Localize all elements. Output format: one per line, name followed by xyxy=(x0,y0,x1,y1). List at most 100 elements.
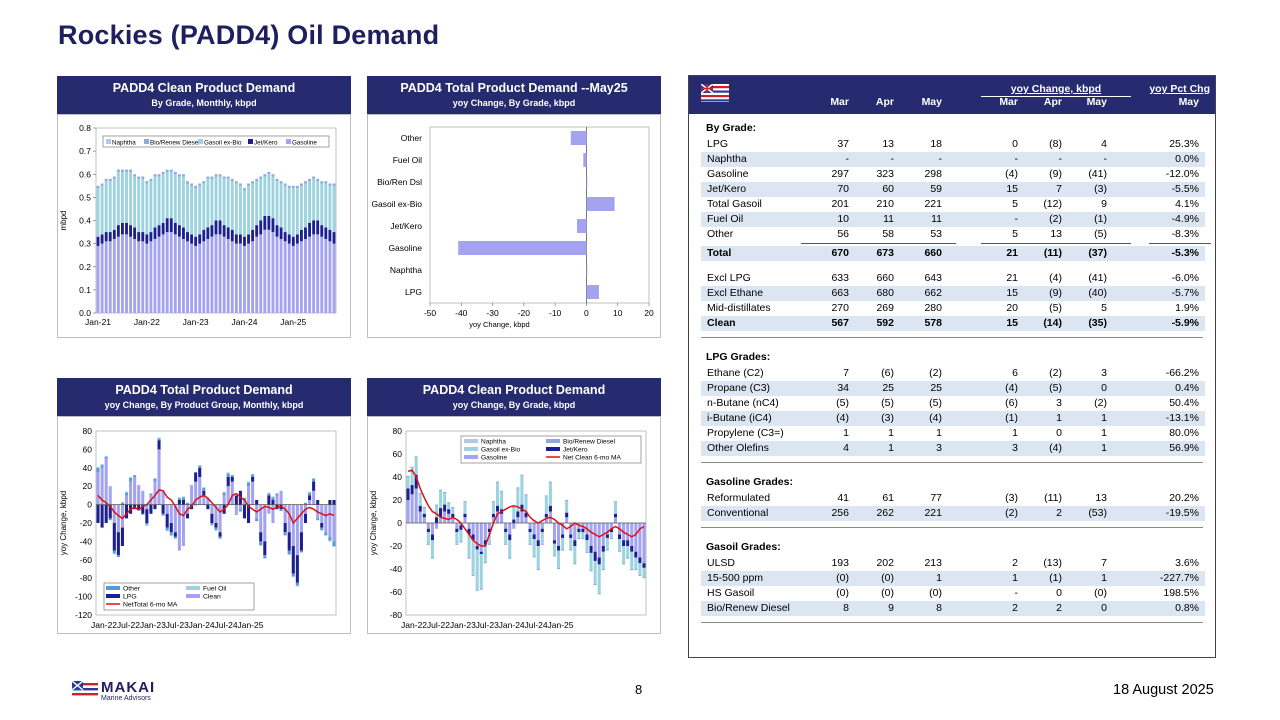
chart3-bar-clean xyxy=(259,504,263,533)
cell-value: 37 xyxy=(837,138,849,150)
chart1-bar-jet xyxy=(137,232,141,242)
chart1-bar-jet xyxy=(125,222,128,235)
cell-value: (6) xyxy=(1005,397,1018,409)
cell-value: 269 xyxy=(876,302,894,314)
chart1-ytick-label: 0.4 xyxy=(79,216,91,226)
chart3-ytick-label: -80 xyxy=(80,573,93,583)
chart4-bar-jet xyxy=(540,528,544,533)
cell-value: 0 xyxy=(1056,427,1062,439)
chart3-bar-lpg xyxy=(234,495,238,505)
cell-value: 70 xyxy=(837,183,849,195)
chart3-bar-lpg xyxy=(242,504,247,519)
cell-value: 60 xyxy=(882,183,894,195)
cell-value: 1 xyxy=(1056,412,1062,424)
chart1-bar-bio xyxy=(96,185,100,189)
cell-value: 210 xyxy=(876,198,894,210)
chart3-bar-clean xyxy=(181,504,185,546)
cell-value: (6) xyxy=(881,367,894,379)
chart3-bar-lpg xyxy=(328,500,332,505)
chart1-bar-gasoil xyxy=(108,181,112,233)
cell-value: (40) xyxy=(1088,287,1107,299)
cell-value: 21 xyxy=(1006,272,1018,284)
chart4-bar-gasoline xyxy=(593,523,597,552)
chart3-bar-fueloil xyxy=(295,585,299,587)
chart4-bar-bio xyxy=(451,506,455,509)
chart4-bar-jet xyxy=(443,504,447,512)
cell-value: 8 xyxy=(843,602,849,614)
chart1-bar-jet xyxy=(304,227,307,239)
chart4-bar-bio xyxy=(475,589,479,591)
chart1-bar-gasoil xyxy=(271,176,275,219)
chart1-ylabel: mbpd xyxy=(59,210,68,230)
row-label: Fuel Oil xyxy=(707,213,744,225)
chart4-bar-jet xyxy=(520,504,524,512)
chart3-bar-clean xyxy=(100,467,104,505)
chart4-bar-jet xyxy=(434,517,439,523)
chart4-bar-gasoline xyxy=(573,523,577,541)
chart4-bar-bio xyxy=(536,569,540,571)
cell-value: 323 xyxy=(876,168,894,180)
chart4-bar-gasoil xyxy=(577,532,581,538)
chart1-bar-jet xyxy=(210,225,214,237)
cell-value: 56 xyxy=(837,228,849,240)
chart3-bar-other xyxy=(332,541,336,546)
chart3-ytick-label: -100 xyxy=(75,592,92,602)
cell-value: -5.3% xyxy=(1171,247,1199,259)
chart3-legend-swatch xyxy=(186,586,200,590)
chart1-bar-bio xyxy=(283,183,287,186)
chart3-bar-fueloil xyxy=(226,472,230,474)
chart1-bar-gasoline xyxy=(186,241,189,313)
chart4-bar-gasoil xyxy=(500,491,504,510)
table-row: n-Butane (nC4) (5) (5) (5) (6) 3 (2) 50.4% xyxy=(701,396,1205,411)
cell-value: 5 xyxy=(1101,302,1107,314)
chart3-bar-lpg xyxy=(124,504,129,519)
chart3-bar-other xyxy=(100,465,104,468)
cell-value: -66.2% xyxy=(1165,367,1199,379)
chart1-bar-jet xyxy=(214,220,218,235)
chart1-xtick-label: Jan-21 xyxy=(85,317,111,327)
cell-value: 0 xyxy=(1012,138,1018,150)
table-row: HS Gasoil (0) (0) (0) - 0 (0) 198.5% xyxy=(701,586,1205,601)
chart4-bar-gasoline xyxy=(467,523,471,529)
chart1-bar-gasoil xyxy=(304,183,307,228)
chart1-legend-label: Naphtha xyxy=(112,140,136,147)
chart1-bar-bio xyxy=(251,181,255,184)
chart3-bar-fueloil xyxy=(157,437,161,439)
chart3-bar-lpg xyxy=(177,500,181,505)
panel3-header: PADD4 Total Product Demand yoy Change, B… xyxy=(57,378,351,416)
cell-value: (5) xyxy=(929,397,942,409)
chart3-bar-other xyxy=(181,497,185,500)
chart1-bar-gasoline xyxy=(234,243,238,313)
chart2-xtick-label: -20 xyxy=(518,308,531,318)
row-label: Propylene (C3=) xyxy=(707,427,784,439)
chart1-bar-gasoline xyxy=(157,236,161,313)
chart1-bar-gasoil xyxy=(324,183,328,228)
chart2-xlabel: yoy Change, kbpd xyxy=(469,320,529,329)
chart1-bar-gasoil xyxy=(308,181,311,223)
cell-value: 1 xyxy=(1101,572,1107,584)
chart2-xtick-label: 0 xyxy=(584,308,589,318)
chart3-bar-clean xyxy=(271,504,275,523)
chart1-bar-gasoline xyxy=(308,236,311,313)
chart4-bar-gasoil xyxy=(609,532,613,538)
chart4-bar-bio xyxy=(414,456,418,458)
chart3-bar-lpg xyxy=(332,500,336,505)
chart1-bar-gasoline xyxy=(194,245,198,313)
cell-value: -227.7% xyxy=(1159,572,1199,584)
chart1-bar-gasoline xyxy=(169,232,173,313)
chart4-bar-jet xyxy=(491,513,495,518)
chart1-bar-gasoil xyxy=(291,188,295,237)
chart4-bar-gasoline xyxy=(569,523,573,535)
chart4-bar-gasoline xyxy=(491,517,495,523)
chart3-bar-other xyxy=(104,456,108,459)
chart3-bar-fueloil xyxy=(242,497,247,499)
chart1-bar-bio xyxy=(198,183,202,186)
cell-value: 1 xyxy=(1012,427,1018,439)
cell-value: 0 xyxy=(1056,587,1062,599)
chart4-bar-jet xyxy=(467,528,471,535)
chart3-legend-box xyxy=(103,582,255,611)
chart4-bar-gasoil xyxy=(573,546,577,564)
chart3-bar-clean xyxy=(238,504,242,510)
chart3-bar-fueloil xyxy=(181,496,185,498)
chart4-bar-gasoil xyxy=(516,488,520,512)
